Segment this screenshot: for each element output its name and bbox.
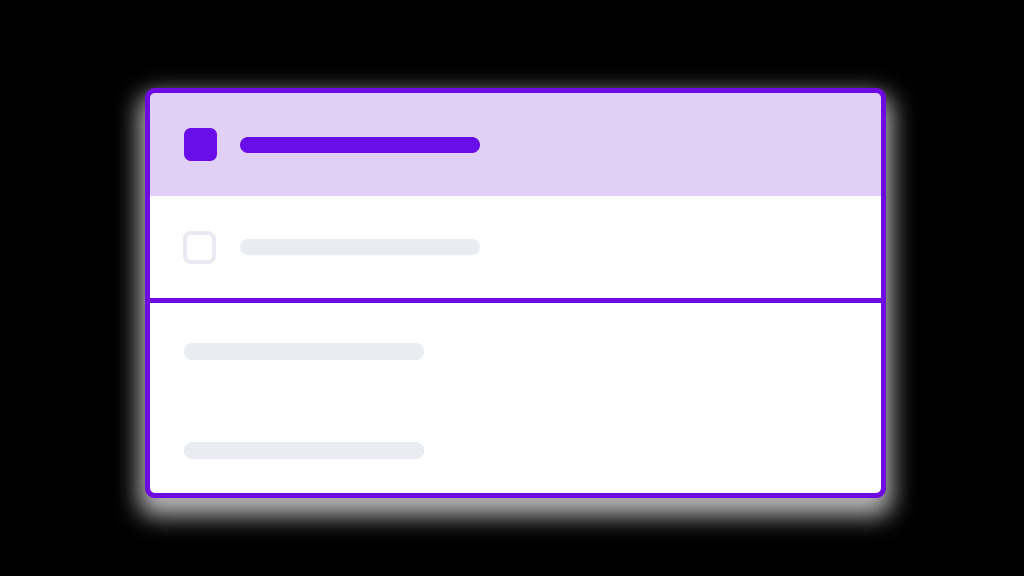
text-line-placeholder: [184, 343, 424, 360]
checked-checkbox[interactable]: [184, 128, 217, 161]
section-divider: [150, 298, 881, 303]
unselected-item-row[interactable]: [150, 196, 881, 298]
text-line-placeholder: [184, 442, 424, 459]
task-card: [145, 88, 886, 498]
selected-item-row[interactable]: [150, 93, 881, 196]
unchecked-checkbox[interactable]: [183, 230, 216, 264]
unselected-item-label-placeholder: [240, 239, 480, 255]
selected-item-title-placeholder: [240, 136, 480, 153]
details-section: [150, 343, 881, 493]
